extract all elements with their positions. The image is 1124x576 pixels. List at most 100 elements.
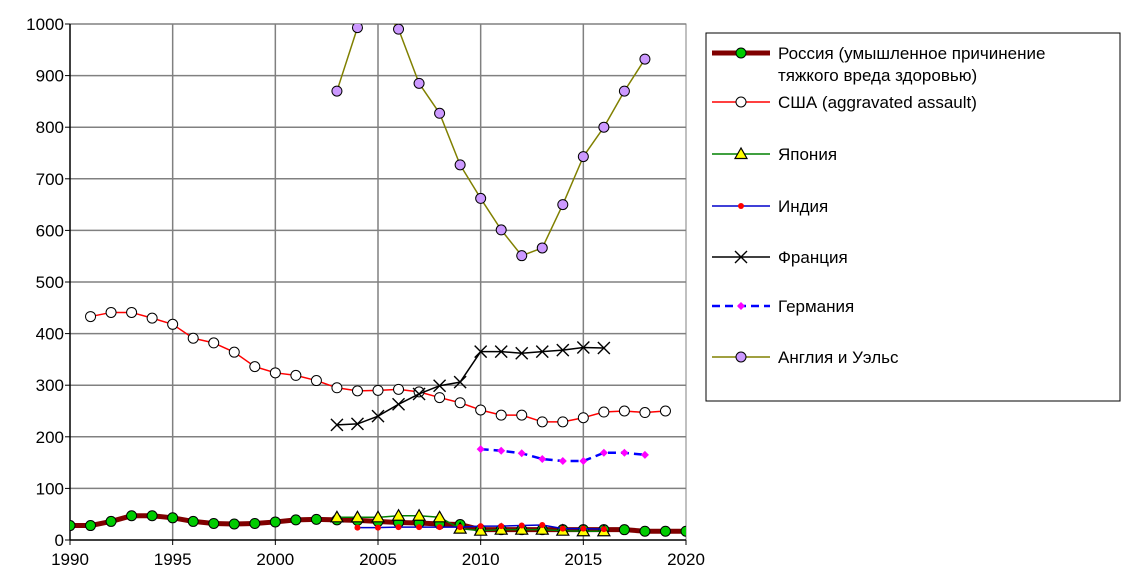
data-point	[680, 525, 686, 537]
legend-entry-0: Россия (умышленное причинение тяжкого вре…	[712, 44, 1045, 85]
data-point	[350, 510, 365, 523]
data-point	[539, 522, 546, 529]
data-point	[734, 250, 748, 264]
data-point	[329, 510, 344, 523]
data-point	[126, 510, 138, 522]
y-tick-label: 200	[36, 428, 64, 447]
data-point	[535, 522, 550, 535]
data-point	[331, 382, 343, 394]
data-point	[535, 345, 549, 359]
data-point	[738, 203, 744, 209]
y-tick-label: 0	[55, 531, 64, 550]
data-point	[433, 379, 447, 393]
data-point	[146, 510, 158, 522]
legend-entry-2: Япония	[712, 145, 837, 164]
data-point	[432, 510, 447, 523]
data-point	[454, 159, 466, 171]
data-point	[269, 367, 281, 379]
data-point	[105, 515, 117, 527]
axes: 0 100 200 300 400 500 600 700 800 900 1000 1990 1995…	[26, 15, 705, 569]
data-point	[640, 450, 649, 459]
data-point	[476, 445, 485, 454]
data-point	[290, 369, 302, 381]
data-point	[269, 516, 281, 528]
data-point	[536, 416, 548, 428]
data-point	[249, 361, 261, 373]
data-point	[639, 53, 651, 65]
data-point	[599, 448, 608, 457]
data-point	[85, 311, 97, 323]
data-point	[735, 96, 747, 108]
data-point	[105, 306, 117, 318]
data-point	[167, 318, 179, 330]
data-point	[351, 385, 363, 397]
data-point	[370, 510, 386, 523]
data-point	[331, 85, 343, 97]
data-point	[517, 449, 526, 458]
data-point	[473, 523, 488, 536]
data-point	[393, 24, 405, 35]
data-point	[249, 517, 261, 529]
data-point	[373, 0, 383, 6]
data-point	[515, 346, 529, 360]
series-5	[476, 445, 649, 466]
data-point	[187, 332, 199, 344]
series-4	[330, 341, 611, 432]
data-point	[416, 524, 423, 531]
data-point	[228, 518, 240, 530]
data-point	[600, 526, 607, 533]
data-point	[372, 384, 384, 396]
gridlines	[70, 23, 686, 540]
legend-entry-6: Англия и Уэльс	[712, 348, 899, 367]
data-point	[597, 341, 611, 355]
data-point	[659, 525, 671, 537]
y-tick-label: 900	[36, 67, 64, 86]
data-point	[453, 375, 467, 389]
data-point	[85, 520, 97, 532]
data-point	[516, 250, 528, 262]
data-point	[733, 146, 749, 160]
data-point	[620, 448, 629, 457]
data-point	[735, 47, 747, 59]
legend-entry-4: Франция	[712, 248, 848, 267]
y-tick-label: 700	[36, 170, 64, 189]
data-point	[350, 417, 364, 431]
series-line	[336, 24, 646, 257]
data-point	[310, 513, 322, 525]
data-point	[412, 387, 426, 401]
data-point	[228, 346, 240, 358]
legend-label: Германия	[778, 297, 854, 316]
data-point	[495, 409, 507, 421]
legend: Россия (умышленное причинение тяжкого вре…	[712, 44, 1045, 367]
data-point	[290, 514, 302, 526]
y-tick-label: 400	[36, 325, 64, 344]
data-point	[392, 397, 406, 411]
series-group	[70, 0, 686, 537]
data-point	[436, 524, 443, 531]
data-point	[618, 85, 630, 97]
data-point	[412, 508, 427, 521]
data-point	[639, 407, 651, 419]
data-point	[187, 515, 199, 527]
x-tick-label: 2020	[667, 550, 705, 569]
data-point	[494, 345, 508, 359]
data-point	[737, 302, 745, 310]
data-point	[391, 508, 406, 521]
data-point	[475, 192, 487, 204]
y-tick-label: 1000	[26, 15, 64, 34]
data-point	[577, 412, 589, 424]
data-point	[518, 522, 525, 529]
data-point	[208, 337, 220, 349]
data-point	[598, 121, 610, 133]
legend-label: Россия (умышленное причинение	[778, 44, 1045, 63]
data-point	[514, 522, 529, 535]
data-point	[498, 523, 505, 530]
legend-label: Франция	[778, 248, 848, 267]
series-3	[354, 522, 607, 533]
data-point	[497, 446, 506, 455]
data-point	[618, 524, 630, 536]
data-point	[330, 418, 344, 432]
data-point	[580, 525, 587, 532]
series-6	[331, 0, 651, 262]
series-1	[85, 306, 671, 428]
